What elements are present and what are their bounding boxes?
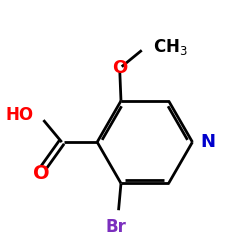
Text: O: O bbox=[33, 164, 50, 183]
Text: HO: HO bbox=[6, 106, 34, 124]
Text: Br: Br bbox=[106, 218, 126, 236]
Text: CH$_3$: CH$_3$ bbox=[153, 37, 188, 57]
Text: N: N bbox=[200, 133, 215, 151]
Text: O: O bbox=[112, 59, 128, 77]
